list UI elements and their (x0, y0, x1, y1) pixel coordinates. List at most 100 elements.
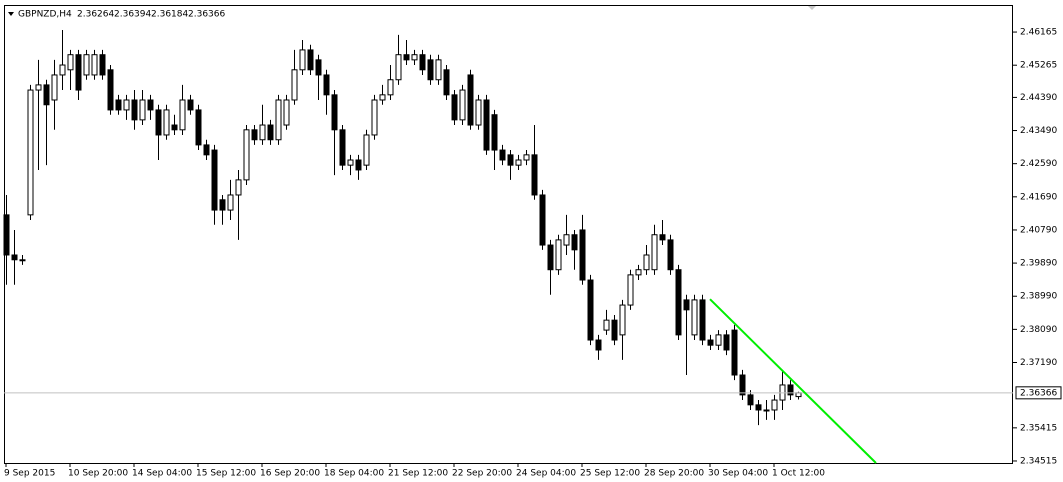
candle-body (91, 54, 98, 76)
candle-body (771, 399, 778, 411)
y-tick-label: 2.40790 (1020, 225, 1057, 235)
candle-body (355, 159, 362, 171)
y-tick-label: 2.45265 (1020, 61, 1057, 71)
y-tick-label: 2.44390 (1020, 93, 1057, 103)
candle-body (171, 124, 178, 131)
candle-body (723, 334, 730, 351)
candle-body (11, 254, 18, 261)
candle-body (571, 234, 578, 251)
candle-body (131, 99, 138, 121)
candle-body (387, 79, 394, 96)
candle-body (339, 129, 346, 166)
x-tick-label: 1 Oct 12:00 (772, 469, 825, 479)
candle-body (467, 74, 474, 126)
candle-body (611, 319, 618, 341)
candle-body (459, 89, 466, 121)
candle-body (531, 154, 538, 196)
trendline (709, 298, 877, 464)
candle-body (19, 259, 26, 262)
candle-body (395, 54, 402, 81)
candle-body (659, 234, 666, 241)
candle-body (755, 404, 762, 411)
candle-body (563, 234, 570, 246)
candle-body (603, 319, 610, 331)
candle-body (619, 304, 626, 336)
candle-body (203, 144, 210, 156)
candle-body (235, 179, 242, 196)
x-tick-label: 22 Sep 20:00 (452, 469, 512, 479)
candle-body (419, 54, 426, 71)
candle-body (83, 54, 90, 76)
candle-body (75, 54, 82, 91)
header-high: 2.36394 (114, 10, 151, 20)
x-tick-label: 10 Sep 20:00 (68, 469, 128, 479)
y-tick-label: 2.38990 (1020, 292, 1057, 302)
candle-body (731, 329, 738, 376)
x-tick-label: 28 Sep 20:00 (644, 469, 704, 479)
symbol-title: GBPNZD,H4 (18, 10, 72, 20)
candle-body (363, 134, 370, 166)
candle-body (539, 194, 546, 246)
candle-body (427, 59, 434, 81)
candle-body (507, 154, 514, 166)
candle-body (627, 274, 634, 306)
x-tick-label: 30 Sep 04:00 (708, 469, 768, 479)
y-tick-label: 2.39890 (1020, 259, 1057, 269)
candle-body (379, 94, 386, 101)
header-low: 2.36184 (151, 10, 188, 20)
candle-body (275, 99, 282, 141)
candle-body (715, 334, 722, 346)
y-tick-label: 2.37190 (1020, 358, 1057, 368)
candle-body (683, 299, 690, 311)
x-tick-label: 16 Sep 20:00 (260, 469, 320, 479)
y-tick-label: 2.38090 (1020, 325, 1057, 335)
candle-body (123, 99, 130, 111)
candle-body (403, 54, 410, 61)
candle-body (651, 234, 658, 271)
candle-body (307, 49, 314, 71)
y-tick-label: 2.43490 (1020, 126, 1057, 136)
candle-body (251, 129, 258, 141)
candle-body (795, 392, 802, 398)
x-tick-label: 18 Sep 04:00 (324, 469, 384, 479)
candle-body (283, 99, 290, 126)
candle-body (323, 74, 330, 96)
y-tick-label: 2.34515 (1020, 456, 1057, 466)
current-price-label: 2.36366 (1020, 388, 1057, 398)
candle-body (435, 59, 442, 81)
candle-body (595, 339, 602, 351)
current-price-box (1015, 386, 1062, 400)
header-arrow (8, 12, 14, 16)
shift-marker (808, 6, 816, 10)
x-tick-label: 25 Sep 12:00 (580, 469, 640, 479)
candle-body (155, 109, 162, 136)
candle-body (107, 69, 114, 111)
candle-body (739, 374, 746, 396)
candle-body (691, 299, 698, 336)
candle-body (555, 239, 562, 271)
candle-body (139, 99, 146, 121)
candle-body (491, 114, 498, 151)
candle-body (59, 64, 66, 76)
candle-body (787, 384, 794, 396)
candle-body (115, 99, 122, 111)
candle-body (99, 54, 106, 76)
header: GBPNZD,H4 2.36264 2.36394 2.36184 2.3636… (18, 10, 225, 20)
candle-body (179, 99, 186, 131)
candle-body (27, 89, 34, 216)
candle-body (299, 49, 306, 71)
candle-body (211, 149, 218, 211)
candle-body (291, 69, 298, 101)
x-tick-label: 24 Sep 04:00 (516, 469, 576, 479)
candle-body (667, 239, 674, 271)
candle-body (451, 94, 458, 121)
x-tick-label: 14 Sep 04:00 (132, 469, 192, 479)
candle-body (3, 214, 10, 256)
candle-body (331, 94, 338, 131)
x-tick-label: 9 Sep 2015 (4, 469, 55, 479)
candle-body (587, 279, 594, 341)
x-tick-label: 21 Sep 12:00 (388, 469, 448, 479)
